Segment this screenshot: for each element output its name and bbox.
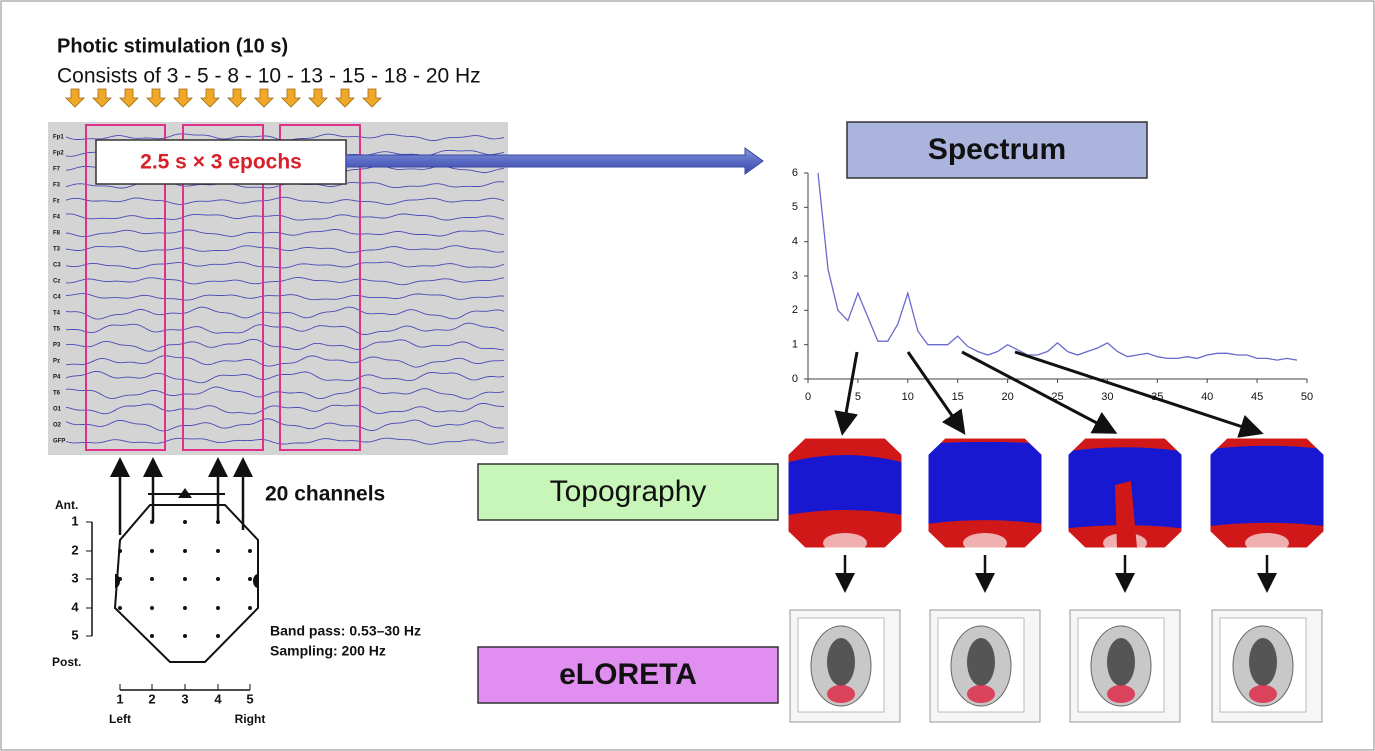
channel-label: Fp2: [53, 151, 64, 157]
sampling: Sampling: 200 Hz: [270, 643, 386, 659]
channel-label: Fp1: [53, 135, 64, 141]
channel-label: P4: [53, 375, 61, 381]
electrode: [216, 606, 220, 610]
channel-label: F4: [53, 215, 61, 221]
electrode: [183, 549, 187, 553]
x-tick-label: 5: [855, 391, 861, 403]
brain-core: [827, 638, 855, 686]
electrode: [248, 577, 252, 581]
activation: [1249, 685, 1277, 703]
title: Photic stimulation (10 s): [57, 35, 288, 57]
channel-label: O2: [53, 423, 62, 429]
left-label: Left: [109, 712, 131, 726]
column-label: 2: [148, 691, 155, 706]
x-tick-label: 15: [952, 391, 964, 403]
electrode: [150, 577, 154, 581]
topography-map: [928, 438, 1042, 553]
column-label: 1: [116, 691, 123, 706]
x-tick-label: 10: [902, 391, 914, 403]
electrode: [216, 520, 220, 524]
posterior-label: Post.: [52, 655, 81, 669]
topography-map: [1068, 438, 1182, 553]
channel-label: F3: [53, 183, 61, 189]
channel-label: Fz: [53, 199, 60, 205]
row-label: 1: [71, 513, 78, 528]
channel-label: O1: [53, 407, 62, 413]
right-label: Right: [235, 712, 266, 726]
electrode: [150, 520, 154, 524]
channel-label: T3: [53, 247, 61, 253]
activation: [967, 685, 995, 703]
activation: [827, 685, 855, 703]
channel-label: T5: [53, 327, 61, 333]
row-label: 4: [71, 599, 79, 614]
electrode: [150, 634, 154, 638]
channel-label: C4: [53, 295, 61, 301]
channel-label: GFP: [53, 439, 65, 445]
band-pass: Band pass: 0.53–30 Hz: [270, 623, 421, 639]
channel-label: F7: [53, 167, 61, 173]
column-label: 3: [181, 691, 188, 706]
electrode: [183, 634, 187, 638]
column-label: 4: [214, 691, 222, 706]
channel-label: Pz: [53, 359, 60, 365]
electrode: [248, 549, 252, 553]
channel-label: F8: [53, 231, 61, 237]
y-tick-label: 1: [792, 339, 798, 351]
column-label: 5: [246, 691, 253, 706]
brain-core: [1107, 638, 1135, 686]
electrode: [216, 549, 220, 553]
channel-label: Cz: [53, 279, 60, 285]
x-tick-label: 30: [1101, 391, 1113, 403]
epoch-label: 2.5 s × 3 epochs: [140, 151, 302, 174]
channels-label: 20 channels: [265, 483, 385, 506]
diagram: Photic stimulation (10 s) Consists of 3 …: [0, 0, 1375, 751]
x-tick-label: 0: [805, 391, 811, 403]
brain-core: [967, 638, 995, 686]
electrode: [216, 577, 220, 581]
x-tick-label: 40: [1201, 391, 1213, 403]
channel-label: C3: [53, 263, 61, 269]
electrode: [150, 606, 154, 610]
y-tick-label: 3: [792, 270, 798, 282]
electrode: [216, 634, 220, 638]
eloreta-label: eLORETA: [559, 658, 697, 691]
subtitle: Consists of 3 - 5 - 8 - 10 - 13 - 15 - 1…: [57, 65, 481, 88]
channel-label: T4: [53, 311, 61, 317]
x-tick-label: 50: [1301, 391, 1313, 403]
spectrum-label: Spectrum: [928, 133, 1066, 166]
topography-map: [788, 438, 902, 553]
y-tick-label: 0: [792, 373, 798, 385]
x-tick-label: 20: [1001, 391, 1013, 403]
y-tick-label: 5: [792, 201, 798, 213]
electrode: [118, 577, 122, 581]
y-tick-label: 6: [792, 167, 798, 179]
y-tick-label: 4: [792, 236, 798, 248]
row-label: 5: [71, 627, 78, 642]
topography-label: Topography: [550, 475, 707, 508]
channel-label: P3: [53, 343, 61, 349]
electrode: [150, 549, 154, 553]
y-tick-label: 2: [792, 304, 798, 316]
electrode: [183, 520, 187, 524]
channel-label: T6: [53, 391, 61, 397]
brain-core: [1249, 638, 1277, 686]
row-label: 2: [71, 542, 78, 557]
anterior-label: Ant.: [55, 498, 78, 512]
row-label: 3: [71, 570, 78, 585]
electrode: [183, 577, 187, 581]
electrode: [118, 549, 122, 553]
electrode: [118, 606, 122, 610]
electrode: [248, 606, 252, 610]
activation: [1107, 685, 1135, 703]
electrode: [183, 606, 187, 610]
topography-map: [1210, 438, 1324, 553]
x-tick-label: 45: [1251, 391, 1263, 403]
